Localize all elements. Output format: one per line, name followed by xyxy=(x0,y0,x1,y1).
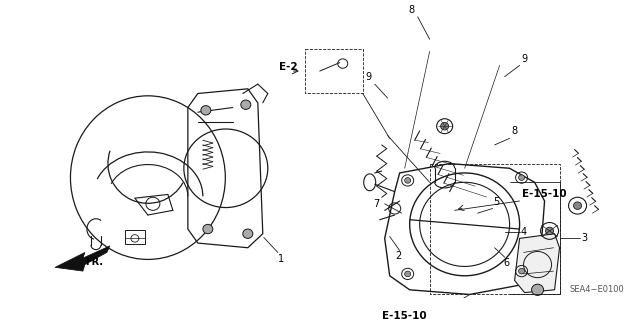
Text: 4: 4 xyxy=(520,227,527,237)
Polygon shape xyxy=(515,234,559,293)
Circle shape xyxy=(518,175,525,181)
Circle shape xyxy=(518,268,525,274)
Circle shape xyxy=(404,271,411,277)
Text: FR.: FR. xyxy=(85,257,103,267)
Text: 8: 8 xyxy=(511,127,518,137)
Polygon shape xyxy=(55,246,110,271)
Text: E-15-10: E-15-10 xyxy=(382,311,427,319)
Circle shape xyxy=(545,227,554,235)
Circle shape xyxy=(404,178,411,183)
Text: 5: 5 xyxy=(493,197,500,207)
Circle shape xyxy=(243,229,253,238)
Circle shape xyxy=(441,122,449,130)
Bar xyxy=(125,230,145,244)
Text: 2: 2 xyxy=(396,250,402,261)
Circle shape xyxy=(203,224,213,234)
Text: 8: 8 xyxy=(408,5,415,15)
Bar xyxy=(429,164,559,294)
Bar xyxy=(305,48,363,93)
Text: 1: 1 xyxy=(278,254,284,264)
Text: E-2: E-2 xyxy=(279,62,298,72)
Text: 6: 6 xyxy=(504,258,509,268)
Circle shape xyxy=(532,284,543,295)
Circle shape xyxy=(241,100,251,109)
Text: 9: 9 xyxy=(522,54,528,63)
Text: 3: 3 xyxy=(582,234,588,243)
Text: SEA4−E0100: SEA4−E0100 xyxy=(570,285,624,294)
Circle shape xyxy=(573,202,582,209)
Text: E-15-10: E-15-10 xyxy=(522,189,566,199)
Text: 7: 7 xyxy=(374,199,380,209)
Circle shape xyxy=(201,106,211,115)
Text: 9: 9 xyxy=(365,72,372,82)
